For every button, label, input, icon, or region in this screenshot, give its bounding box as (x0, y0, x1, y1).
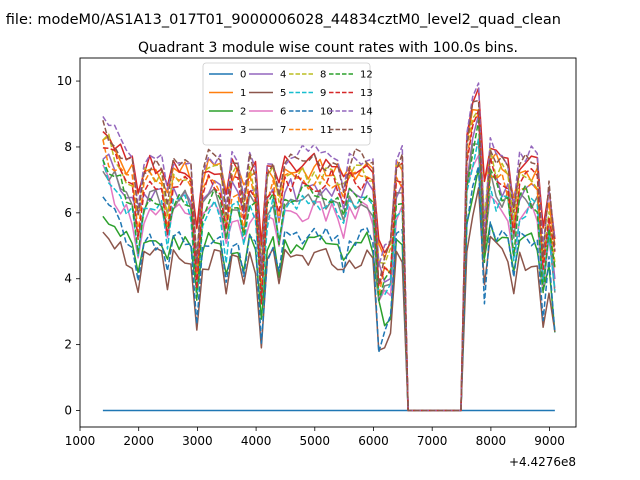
series-layer (102, 82, 556, 412)
series-line-9 (102, 137, 556, 412)
series-line-10 (102, 165, 556, 412)
legend-label-15: 15 (360, 125, 373, 136)
legend-label-1: 1 (240, 88, 246, 99)
y-tick-label: 10 (57, 74, 72, 88)
legend-label-12: 12 (360, 70, 373, 81)
x-tick-label: 9000 (534, 434, 565, 448)
x-tick-label: 2000 (123, 434, 154, 448)
y-tick-label: 2 (64, 338, 72, 352)
series-line-15 (102, 99, 556, 412)
y-tick-label: 8 (64, 140, 72, 154)
x-tick-label: 1000 (65, 434, 96, 448)
y-tick-label: 4 (64, 272, 72, 286)
legend-label-11: 11 (320, 125, 333, 136)
x-tick-label: 4000 (241, 434, 272, 448)
legend-label-13: 13 (360, 88, 373, 99)
series-line-14 (102, 82, 556, 412)
series-line-2 (102, 167, 556, 412)
series-line-13 (102, 109, 556, 412)
x-tick-label: 8000 (476, 434, 507, 448)
x-tick-label: 6000 (358, 434, 389, 448)
legend-label-0: 0 (240, 70, 246, 81)
legend-label-14: 14 (360, 107, 373, 118)
plot-frame (79, 57, 577, 428)
x-axis: 1000 2000 3000 4000 5000 6000 7000 8000 9000 (65, 427, 565, 448)
x-tick-label: 3000 (182, 434, 213, 448)
x-tick-label: 5000 (300, 434, 331, 448)
legend-label-2: 2 (240, 107, 246, 118)
legend-label-9: 9 (320, 88, 326, 99)
legend-label-4: 4 (280, 70, 286, 81)
y-axis: 0 2 4 6 8 10 (57, 74, 80, 418)
y-tick-label: 0 (64, 404, 72, 418)
legend-label-7: 7 (280, 125, 286, 136)
legend-label-5: 5 (280, 88, 286, 99)
chart-title: Quadrant 3 module wise count rates with … (138, 40, 518, 56)
legend-label-10: 10 (320, 107, 333, 118)
y-tick-label: 6 (64, 206, 72, 220)
figure-suptitle: n file: modeM0/AS1A13_017T01_9000006028_… (0, 12, 561, 28)
legend-label-8: 8 (320, 70, 326, 81)
x-axis-offset-label: +4.4276e8 (509, 455, 576, 469)
legend-label-6: 6 (280, 107, 286, 118)
legend-label-3: 3 (240, 125, 246, 136)
x-tick-label: 7000 (417, 434, 448, 448)
legend-frame (202, 62, 371, 146)
